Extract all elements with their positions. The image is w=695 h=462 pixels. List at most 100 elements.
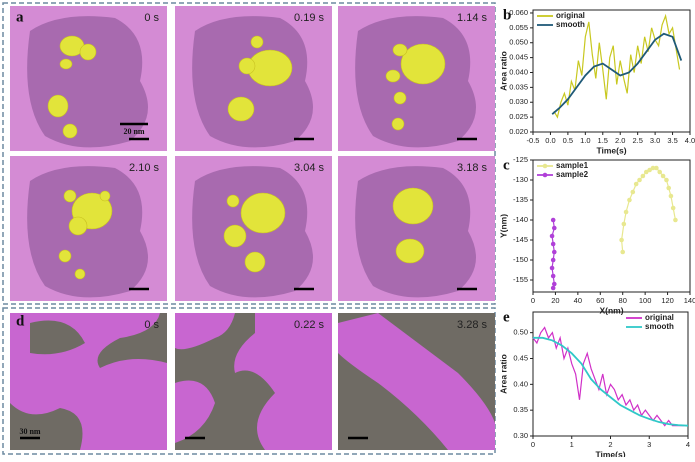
point [664,177,669,183]
x-tick-label: -0.5 [527,136,540,145]
panel-label: a [16,9,24,25]
region [175,313,332,450]
nanoparticle [250,35,264,49]
point [670,205,676,211]
micrograph: 2.10 s [10,156,167,301]
point [549,233,555,239]
scale-label: 20 nm [123,127,144,136]
point [550,273,556,279]
y-tick-label: 0.040 [509,67,528,76]
nanoparticle [226,194,240,208]
point [666,185,671,191]
point [673,217,678,223]
x-tick-label: 2 [608,440,612,449]
x-tick-label: 60 [596,296,604,305]
legend-label: sample1 [556,161,589,170]
point [550,285,556,291]
panel-label: c [503,157,510,173]
time-label: 0 s [144,319,159,331]
y-tick-label: 0.45 [513,353,528,362]
time-label: 1.14 s [457,12,487,24]
time-label: 3.18 s [457,162,487,174]
time-label: 0 s [144,12,159,24]
region [10,313,167,450]
x-tick-label: 3 [647,440,651,449]
x-tick-label: 3.5 [667,136,677,145]
nanoparticle [400,43,446,85]
x-tick-label: 120 [661,296,674,305]
y-axis-label: Area ratio [498,51,508,91]
x-axis-label: Time(s) [595,449,625,457]
nanoparticle [392,187,434,225]
point [552,225,557,231]
panel-label: b [503,7,511,23]
x-tick-label: 3.0 [650,136,660,145]
plot-frame [532,159,691,293]
y-tick-label: -135 [513,195,528,204]
legend-label: smooth [556,20,585,29]
y-tick-label: 0.40 [513,379,528,388]
micrograph: 3.28 s [338,313,495,450]
legend-label: smooth [645,322,674,331]
y-tick-label: 0.045 [509,53,528,62]
nanoparticle [385,69,401,83]
point [640,173,646,179]
x-tick-label: 1.0 [580,136,590,145]
point [621,221,627,227]
nanoparticle [391,117,405,131]
point [654,165,659,171]
nanoparticle [244,251,266,273]
nanoparticle [395,238,425,264]
particle-region [27,166,149,298]
nanoparticle [99,190,111,202]
chart: 0 20 40 60 80 100 120 140 -155 -150 -145 -140 -135 -1… [498,155,695,315]
y-tick-label: -145 [513,235,528,244]
point [637,177,642,183]
x-tick-label: 1 [570,440,574,449]
series-line [551,219,555,289]
y-tick-label: 0.025 [509,112,528,121]
legend-marker [542,172,548,178]
micrograph: 0 s 20 nm [10,6,167,151]
nanoparticle [58,249,72,263]
nanoparticle [68,216,88,236]
panel-label: d [16,313,25,329]
x-tick-label: 0.5 [563,136,573,145]
nanoparticle [223,224,247,248]
y-tick-label: 0.060 [509,8,528,17]
point [619,237,624,243]
point [623,209,629,215]
x-tick-label: 40 [574,296,582,305]
y-tick-label: 0.35 [513,405,528,414]
y-tick-label: 0.035 [509,82,528,91]
x-tick-label: 4.0 [685,136,695,145]
plot-frame [532,9,691,133]
y-tick-label: 0.030 [509,97,528,106]
nanoparticle [63,189,77,203]
y-tick-label: -130 [513,175,528,184]
region [338,313,495,450]
nanoparticle [227,96,255,122]
x-tick-label: 0.0 [545,136,555,145]
panel-a-frame [2,2,496,305]
point [633,181,639,187]
x-tick-label: 80 [619,296,627,305]
nanoparticle [79,43,97,61]
time-label: 2.10 s [129,162,159,174]
micrograph: 0 s [10,313,167,450]
micrograph: 3.04 s [175,156,332,301]
series-line [533,336,689,427]
particle-region [192,166,313,298]
nanoparticle [62,123,78,139]
point [650,165,656,171]
point [630,189,636,195]
time-label: 0.22 s [294,319,324,331]
chart: 0 1 2 3 4 0.30 0.35 0.40 0.45 0.50 Time(s) Area rat… [498,309,690,459]
point [647,167,652,173]
point [549,265,555,271]
nanoparticle [59,58,73,70]
legend-label: original [556,11,585,20]
nanoparticle [47,94,69,118]
panel-label: e [503,309,510,325]
particle-region [355,166,476,298]
